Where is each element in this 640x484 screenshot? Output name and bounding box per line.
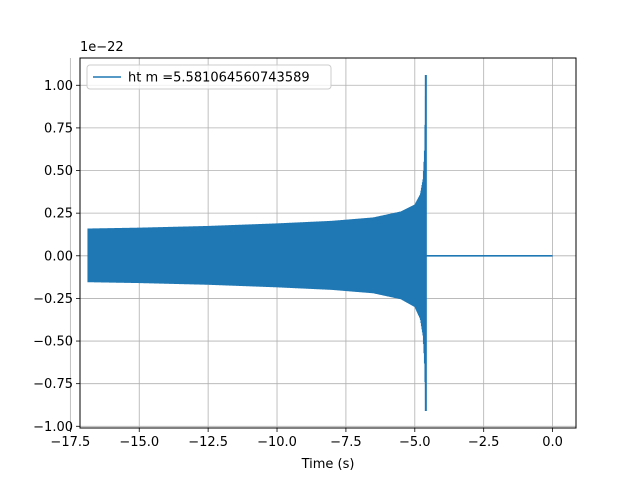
y-tick-label: −0.25: [33, 292, 73, 307]
axes-frame: [79, 57, 577, 429]
x-tick-label: −15.0: [119, 435, 159, 450]
x-axis-label: Time (s): [301, 457, 355, 472]
y-axis: −1.00 −0.75 −0.50 −0.25 0.00 0.25 0.50 0.75 1.00: [33, 79, 80, 435]
x-tick-label: −12.5: [188, 435, 228, 450]
x-tick-label: −2.5: [468, 435, 500, 450]
y-tick-label: −0.75: [33, 377, 73, 392]
series-layer: [87, 75, 553, 411]
x-tick-label: −5.0: [399, 435, 431, 450]
y-tick-label: 1.00: [44, 79, 73, 94]
y-tick-label: 0.75: [44, 121, 73, 136]
x-tick-label: −10.0: [257, 435, 297, 450]
legend-box: [86, 64, 332, 90]
x-tick-label: 0.0: [542, 435, 563, 450]
series-waveform-inspiral: [87, 75, 427, 411]
y-tick-label: 0.50: [44, 164, 73, 179]
y-axis-scale-label: 1e−22: [80, 40, 124, 55]
y-tick-label: −1.00: [33, 420, 73, 435]
y-tick-label: −0.50: [33, 335, 73, 350]
y-tick-label: 0.00: [44, 249, 73, 264]
x-tick-label: −17.5: [50, 435, 90, 450]
x-tick-label: −7.5: [330, 435, 362, 450]
legend: ht m =5.581064560743589: [86, 64, 332, 90]
x-axis: −17.5 −15.0 −12.5 −10.0 −7.5 −5.0 −2.5 0.0: [50, 428, 563, 450]
legend-series-label: ht m =5.581064560743589: [128, 71, 310, 86]
y-tick-label: 0.25: [44, 207, 73, 222]
